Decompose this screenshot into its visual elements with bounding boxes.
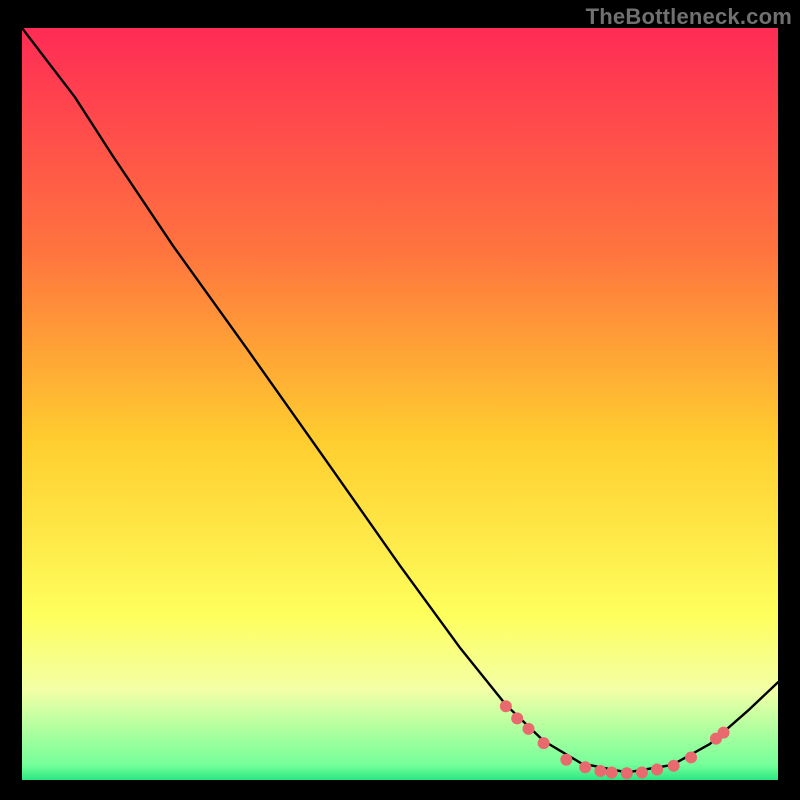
scatter-point [606,766,618,778]
scatter-point [523,723,535,735]
scatter-point [538,737,550,749]
scatter-point [621,767,633,779]
scatter-point [668,760,680,772]
marker-group [500,700,730,779]
scatter-point [685,751,697,763]
curve-svg [22,28,778,780]
scatter-point [718,727,730,739]
plot-area [22,28,778,780]
chart-canvas: TheBottleneck.com [0,0,800,800]
scatter-point [594,765,606,777]
scatter-point [579,761,591,773]
scatter-point [511,712,523,724]
bottleneck-curve [22,28,778,772]
scatter-point [636,766,648,778]
scatter-point [651,763,663,775]
scatter-point [500,700,512,712]
scatter-point [560,754,572,766]
watermark-text: TheBottleneck.com [586,4,792,30]
